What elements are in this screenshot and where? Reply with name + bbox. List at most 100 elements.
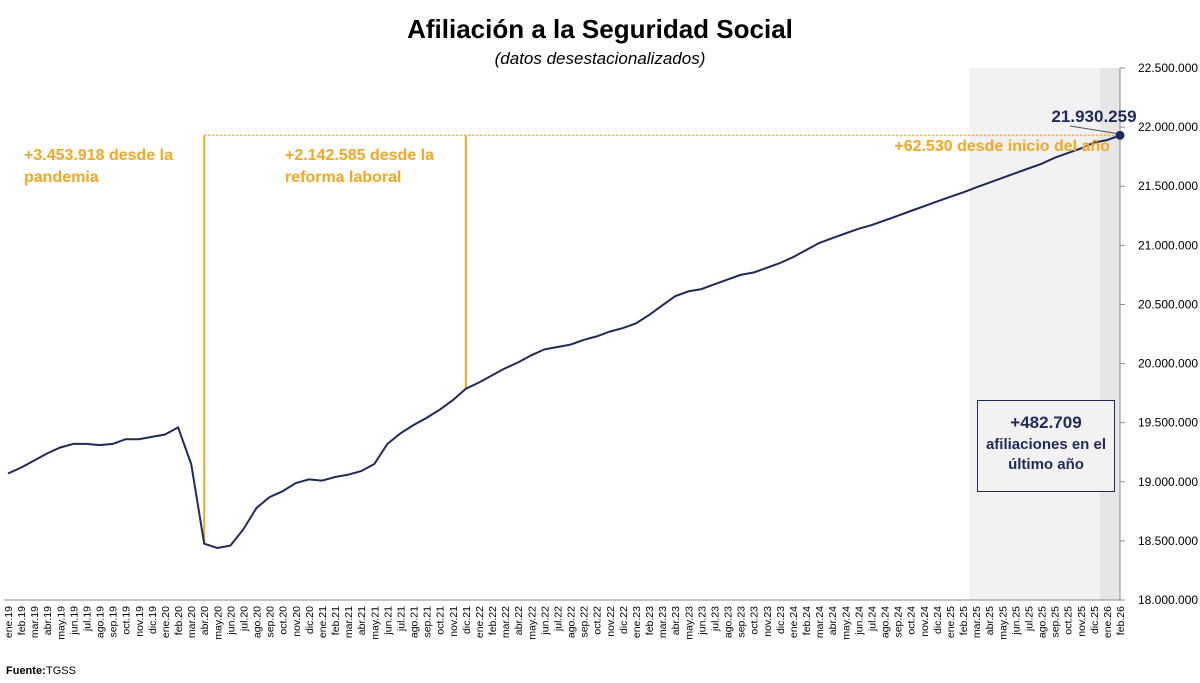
x-tick-label: mar.22: [500, 606, 512, 638]
y-tick-label: 22.500.000: [1138, 61, 1198, 75]
annotation: +62.530 desde inicio del año: [894, 138, 1110, 155]
x-tick-label: ene.22: [474, 606, 486, 638]
x-tick-label: sep.23: [736, 606, 748, 638]
x-tick-label: jun.25: [1010, 606, 1022, 636]
x-tick-label: feb.24: [801, 606, 813, 635]
x-tick-label: nov.25: [1076, 606, 1088, 637]
x-tick-label: feb.21: [330, 606, 342, 635]
x-tick-label: may.22: [526, 606, 538, 640]
line-series: [7, 134, 1121, 550]
x-tick-label: ene.23: [631, 606, 643, 638]
x-tick-label: abr.22: [513, 606, 525, 635]
last-point: [1115, 130, 1125, 140]
y-tick-label: 20.500.000: [1138, 297, 1198, 311]
y-tick-label: 20.000.000: [1138, 357, 1198, 371]
x-tick-label: dic.20: [304, 606, 316, 634]
x-tick-label: feb.22: [487, 606, 499, 635]
x-tick-label: feb.19: [16, 606, 28, 635]
x-tick-label: mar.24: [814, 606, 826, 638]
x-tick-label: may.19: [55, 606, 67, 640]
x-tick-label: feb.26: [1115, 606, 1127, 635]
x-tick-label: jul.20: [238, 606, 250, 632]
x-tick-label: jul.24: [866, 606, 878, 632]
x-tick-label: oct.19: [121, 606, 133, 635]
x-tick-label: ago.25: [1037, 606, 1049, 638]
y-tick-label: 19.500.000: [1138, 416, 1198, 430]
x-tick-label: may.25: [997, 606, 1009, 640]
x-tick-label: ago.19: [95, 606, 107, 638]
x-tick-label: abr.20: [199, 606, 211, 635]
x-tick-label: mar.20: [186, 606, 198, 638]
x-tick-label: feb.23: [644, 606, 656, 635]
x-tick-label: oct.22: [592, 606, 604, 635]
x-tick-label: may.21: [369, 606, 381, 640]
x-tick-label: dic.19: [147, 606, 159, 634]
x-tick-label: nov.22: [605, 606, 617, 637]
x-tick-label: ago.22: [566, 606, 578, 638]
highlight-text: afiliaciones en el último año: [985, 436, 1107, 473]
y-tick-label: 21.000.000: [1138, 238, 1198, 252]
x-tick-label: sep.20: [265, 606, 277, 638]
x-tick-label: ago.21: [409, 606, 421, 638]
x-tick-label: oct.23: [749, 606, 761, 635]
annotation: +3.453.918 desde la pandemia: [24, 147, 173, 186]
x-tick-label: ene.24: [788, 606, 800, 638]
x-tick-label: ene.26: [1102, 606, 1114, 638]
x-tick-label: oct.24: [906, 606, 918, 635]
x-tick-label: abr.25: [984, 606, 996, 635]
source-label: Fuente:: [6, 665, 46, 677]
y-tick-label: 19.000.000: [1138, 475, 1198, 489]
x-tick-label: jul.25: [1023, 606, 1035, 632]
x-tick-label: abr.21: [356, 606, 368, 635]
x-tick-label: sep.25: [1050, 606, 1062, 638]
x-tick-label: nov.21: [448, 606, 460, 637]
x-tick-label: abr.23: [670, 606, 682, 635]
x-tick-label: ene.19: [3, 606, 15, 638]
x-tick-label: sep.24: [893, 606, 905, 638]
x-tick-label: may.23: [683, 606, 695, 640]
y-tick-label: 18.000.000: [1138, 593, 1198, 607]
highlight-band: [969, 68, 1120, 600]
x-tick-label: mar.25: [971, 606, 983, 638]
highlight-value: +482.709: [1010, 413, 1082, 432]
x-tick-label: dic.25: [1089, 606, 1101, 634]
x-tick-label: dic.21: [461, 606, 473, 634]
highlight-box: +482.709 afiliaciones en el último año: [977, 400, 1115, 492]
source: TGSS: [46, 665, 76, 677]
x-tick-label: jul.22: [552, 606, 564, 632]
x-tick-label: jun.21: [382, 606, 394, 636]
x-tick-label: dic.23: [775, 606, 787, 634]
x-tick-label: feb.20: [173, 606, 185, 635]
x-tick-label: jun.22: [539, 606, 551, 636]
x-tick-label: jun.19: [68, 606, 80, 636]
x-tick-label: sep.21: [422, 606, 434, 638]
x-tick-label: mar.19: [29, 606, 41, 638]
chart-title: Afiliación a la Seguridad Social: [407, 14, 793, 44]
x-tick-label: nov.19: [134, 606, 146, 637]
y-tick-label: 22.000.000: [1138, 120, 1198, 134]
x-tick-label: jul.19: [81, 606, 93, 632]
annotation: +2.142.585 desde la reforma laboral: [285, 147, 434, 186]
chart-subtitle: (datos desestacionalizados): [495, 49, 706, 68]
x-tick-label: ago.23: [723, 606, 735, 638]
x-tick-label: jun.23: [696, 606, 708, 636]
x-tick-label: mar.21: [343, 606, 355, 638]
x-tick-label: oct.25: [1063, 606, 1075, 635]
y-tick-label: 21.500.000: [1138, 179, 1198, 193]
x-tick-label: jun.20: [225, 606, 237, 636]
x-tick-label: dic.22: [618, 606, 630, 634]
x-tick-label: may.20: [212, 606, 224, 640]
x-tick-label: sep.19: [108, 606, 120, 638]
x-tick-label: ene.25: [945, 606, 957, 638]
x-tick-label: nov.24: [919, 606, 931, 637]
last-value-label: 21.930.259: [1051, 107, 1136, 126]
x-tick-label: feb.25: [958, 606, 970, 635]
last-label-leader: [1069, 125, 1117, 134]
x-tick-label: abr.24: [827, 606, 839, 635]
x-tick-label: jul.23: [709, 606, 721, 632]
x-tick-label: ene.21: [317, 606, 329, 638]
x-tick-label: ago.24: [880, 606, 892, 638]
x-tick-label: may.24: [840, 606, 852, 640]
x-tick-label: sep.22: [579, 606, 591, 638]
